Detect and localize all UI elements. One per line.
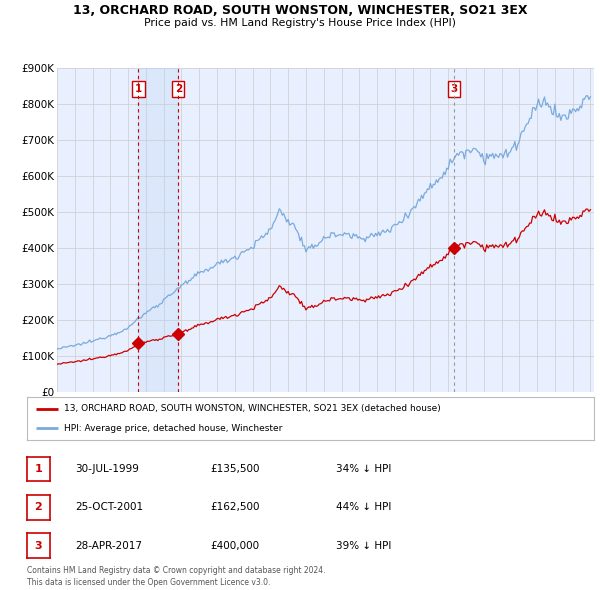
Text: 28-APR-2017: 28-APR-2017 (75, 541, 142, 550)
Text: 13, ORCHARD ROAD, SOUTH WONSTON, WINCHESTER, SO21 3EX (detached house): 13, ORCHARD ROAD, SOUTH WONSTON, WINCHES… (64, 404, 440, 413)
Text: £135,500: £135,500 (210, 464, 260, 474)
Text: 39% ↓ HPI: 39% ↓ HPI (336, 541, 391, 550)
Text: £400,000: £400,000 (210, 541, 259, 550)
Text: 2: 2 (35, 503, 42, 512)
Text: Price paid vs. HM Land Registry's House Price Index (HPI): Price paid vs. HM Land Registry's House … (144, 18, 456, 28)
Text: 34% ↓ HPI: 34% ↓ HPI (336, 464, 391, 474)
Text: 1: 1 (35, 464, 42, 474)
Text: Contains HM Land Registry data © Crown copyright and database right 2024.
This d: Contains HM Land Registry data © Crown c… (27, 566, 325, 587)
Text: 44% ↓ HPI: 44% ↓ HPI (336, 503, 391, 512)
Text: 3: 3 (451, 84, 458, 94)
Text: 3: 3 (35, 541, 42, 550)
Text: 2: 2 (175, 84, 182, 94)
Text: 25-OCT-2001: 25-OCT-2001 (75, 503, 143, 512)
Text: 13, ORCHARD ROAD, SOUTH WONSTON, WINCHESTER, SO21 3EX: 13, ORCHARD ROAD, SOUTH WONSTON, WINCHES… (73, 4, 527, 17)
Text: 1: 1 (135, 84, 142, 94)
Text: £162,500: £162,500 (210, 503, 260, 512)
Bar (139, 68, 178, 392)
Text: HPI: Average price, detached house, Winchester: HPI: Average price, detached house, Winc… (64, 424, 282, 432)
Text: 30-JUL-1999: 30-JUL-1999 (75, 464, 139, 474)
